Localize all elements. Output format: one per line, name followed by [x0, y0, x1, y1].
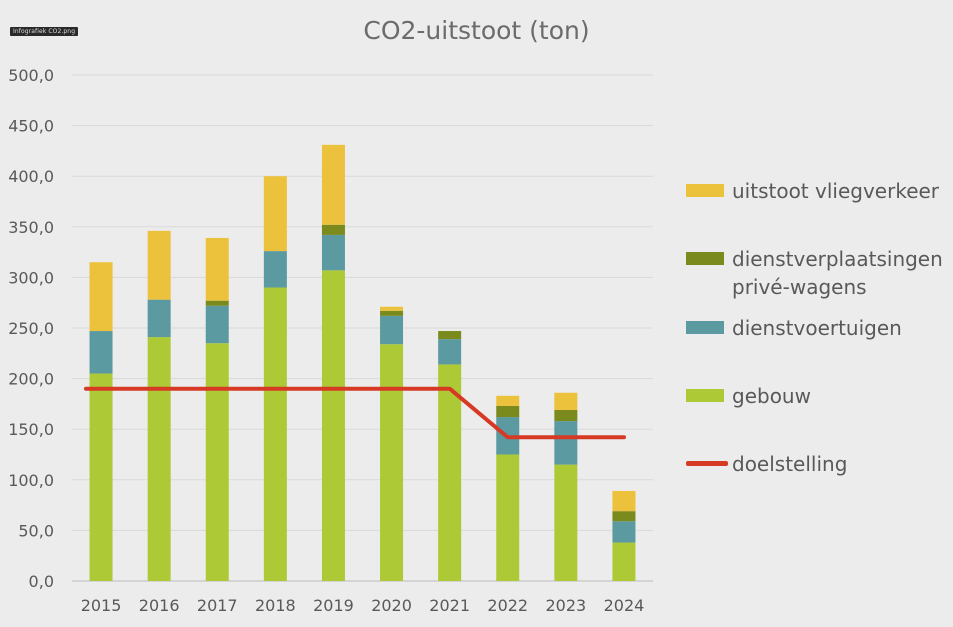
- bar-segment: [380, 310, 404, 316]
- bar-segment: [438, 331, 462, 340]
- bar-segment: [321, 224, 345, 235]
- bar-segment: [205, 237, 229, 301]
- bar-segment: [147, 337, 171, 581]
- target-line-group: [84, 386, 626, 440]
- chart-title: CO2-uitstoot (ton): [363, 16, 590, 45]
- axes: 0,0 50,0 100,0 150,0 200,0 250,0 300,0 350,0 400…: [8, 66, 644, 615]
- bar-segment: [263, 251, 287, 288]
- legend-label-doelstelling: doelstelling: [732, 452, 848, 476]
- x-tick-label: 2023: [545, 596, 586, 615]
- bar-segment: [147, 299, 171, 338]
- y-tick-label: 50,0: [18, 521, 54, 540]
- bar-segment: [321, 270, 345, 581]
- bar-segment: [438, 364, 462, 581]
- y-tick-label: 450,0: [8, 117, 54, 136]
- x-tick-label: 2020: [371, 596, 412, 615]
- bar-segment: [496, 395, 520, 406]
- x-tick-label: 2024: [604, 596, 645, 615]
- legend-label-vliegverkeer: uitstoot vliegverkeer: [732, 179, 940, 203]
- y-tick-label: 400,0: [8, 167, 54, 186]
- x-tick-label: 2017: [197, 596, 238, 615]
- bar-segment: [612, 511, 636, 522]
- bar-segment: [496, 454, 520, 581]
- x-tick-label: 2016: [139, 596, 180, 615]
- bar-segment: [205, 300, 229, 306]
- legend-label-dienstverplaatsingen-line2: privé-wagens: [732, 275, 867, 299]
- x-tick-label: 2019: [313, 596, 354, 615]
- bar-segment: [612, 490, 636, 512]
- bar-segment: [263, 287, 287, 581]
- bar-segment: [321, 234, 345, 271]
- y-tick-label: 100,0: [8, 471, 54, 490]
- bar-segment: [554, 392, 578, 410]
- bar-segment: [380, 306, 404, 311]
- x-tick-label: 2015: [81, 596, 122, 615]
- legend-swatch-dienstvoertuigen: [686, 321, 724, 334]
- bar-segment: [89, 331, 113, 374]
- bar-segment: [554, 464, 578, 581]
- bar-segment: [147, 230, 171, 300]
- bar-segment: [380, 344, 404, 581]
- bar-segment: [554, 409, 578, 422]
- legend-label-dienstvoertuigen: dienstvoertuigen: [732, 316, 902, 340]
- x-tick-label: 2018: [255, 596, 296, 615]
- bar-segment: [554, 421, 578, 465]
- bar-segment: [438, 339, 462, 365]
- bar-segment: [496, 405, 520, 418]
- bar-segment: [380, 315, 404, 345]
- x-tick-label: 2022: [487, 596, 528, 615]
- target-line: [84, 386, 626, 440]
- bars: [89, 144, 636, 581]
- file-name-tag: Infografiek CO2.png: [10, 27, 79, 36]
- bar-segment: [89, 262, 113, 332]
- legend-swatch-doelstelling: [686, 461, 728, 466]
- y-tick-label: 500,0: [8, 66, 54, 85]
- legend-label-gebouw: gebouw: [732, 384, 811, 408]
- bar-segment: [205, 305, 229, 344]
- legend-swatch-dienstverplaatsingen: [686, 252, 724, 265]
- bar-segment: [205, 343, 229, 581]
- y-tick-label: 150,0: [8, 420, 54, 439]
- bar-segment: [263, 176, 287, 252]
- legend-swatch-vliegverkeer: [686, 184, 724, 197]
- bar-segment: [612, 521, 636, 543]
- x-tick-label: 2021: [429, 596, 470, 615]
- bar-segment: [612, 542, 636, 581]
- bar-segment: [321, 144, 345, 225]
- legend-label-dienstverplaatsingen-line1: dienstverplaatsingen: [732, 247, 943, 271]
- bar-segment: [89, 373, 113, 581]
- y-tick-label: 200,0: [8, 370, 54, 389]
- y-tick-label: 300,0: [8, 268, 54, 287]
- y-tick-label: 350,0: [8, 218, 54, 237]
- y-tick-label: 0,0: [29, 572, 54, 591]
- legend-swatch-gebouw: [686, 389, 724, 402]
- y-tick-label: 250,0: [8, 319, 54, 338]
